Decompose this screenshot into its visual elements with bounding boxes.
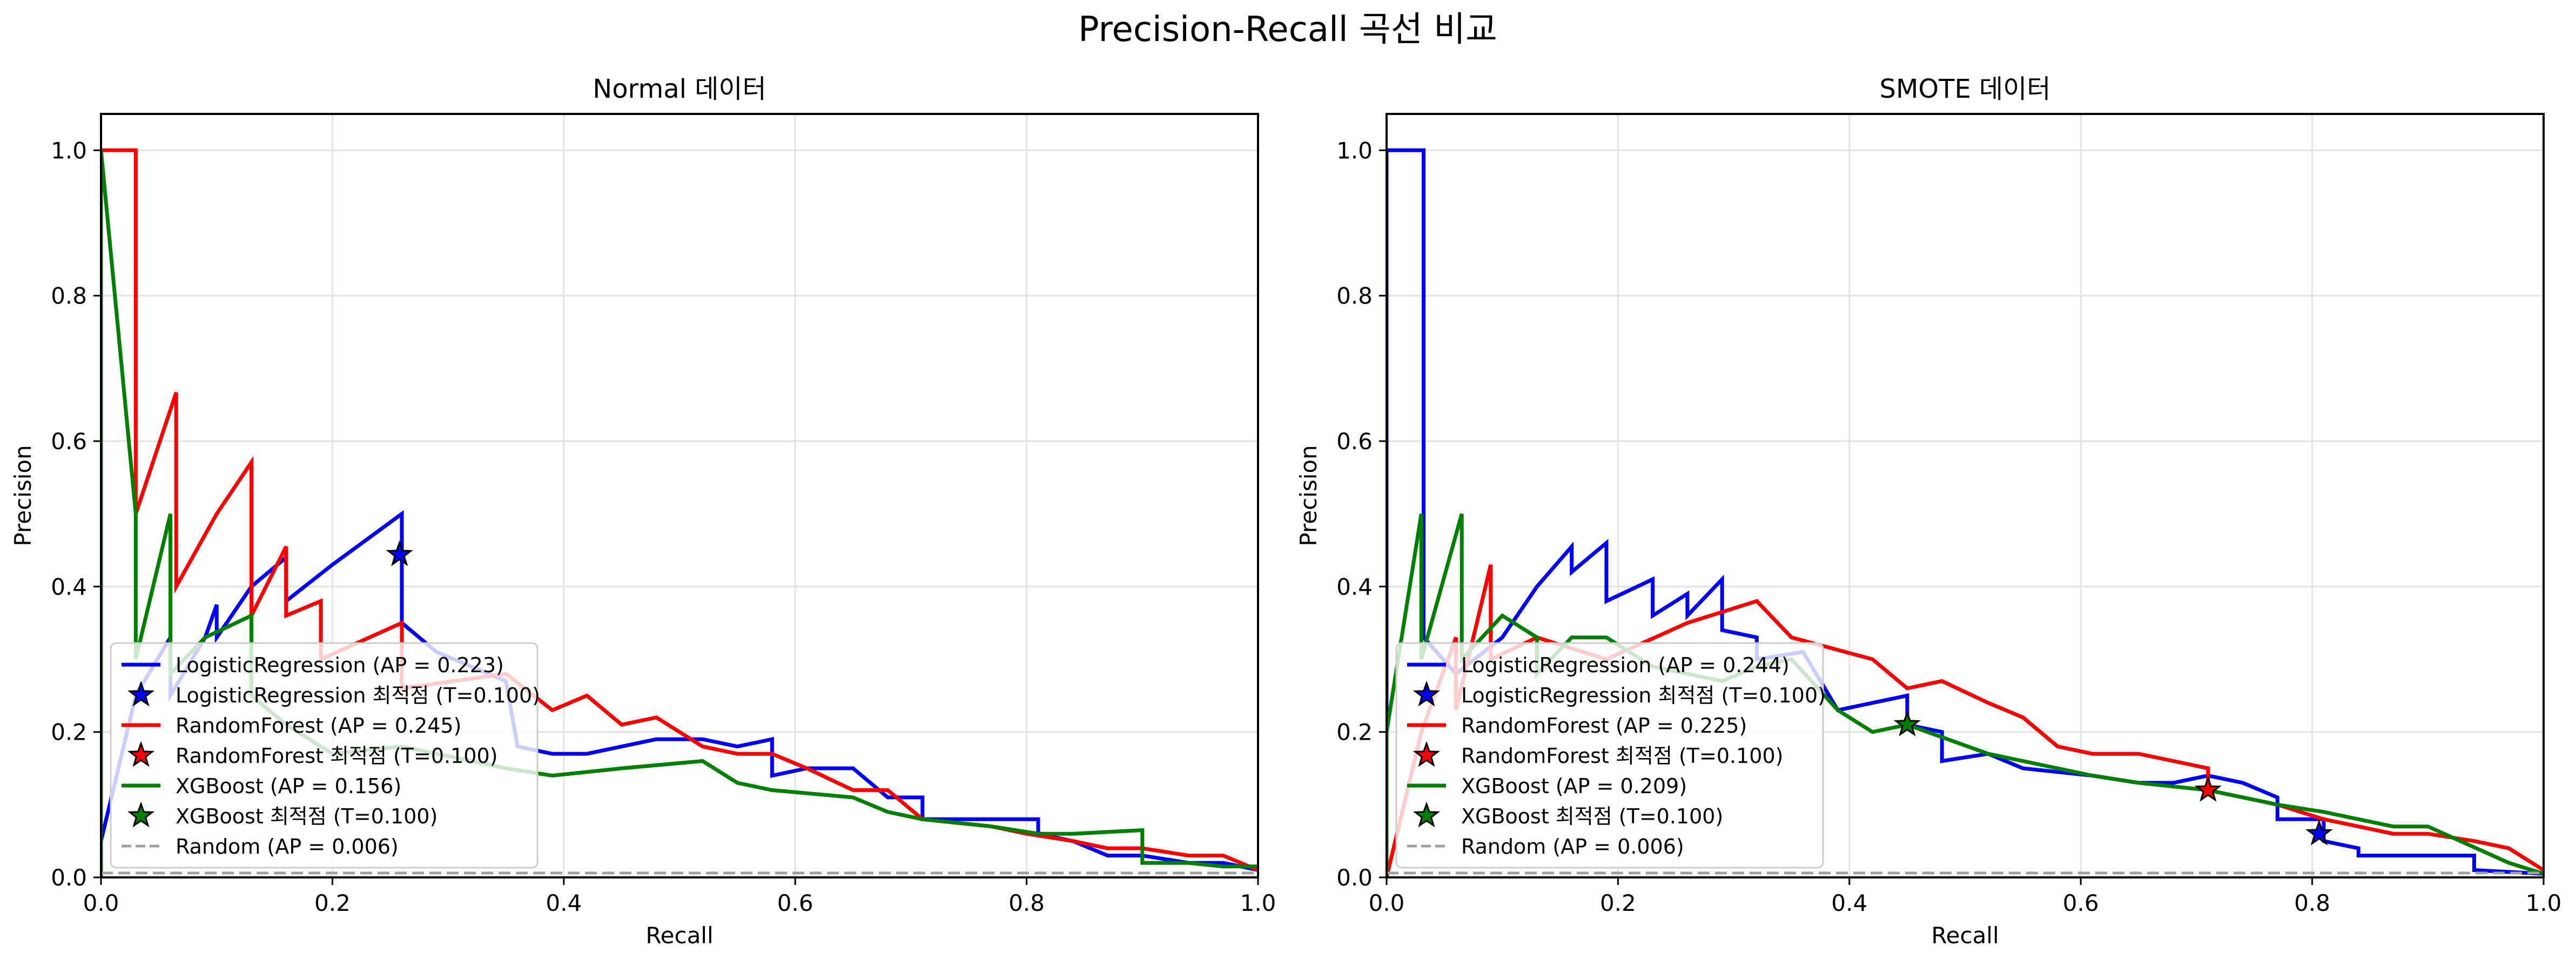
y-tick-label: 0.6: [51, 428, 87, 455]
legend-label: XGBoost 최적점 (T=0.100): [176, 804, 438, 828]
series-line-4: [101, 150, 1258, 877]
x-tick-label: 0.0: [1369, 890, 1405, 916]
y-tick-label: 0.0: [51, 864, 87, 891]
x-axis-label: Recall: [645, 922, 713, 949]
legend-label: LogisticRegression 최적점 (T=0.100): [1461, 684, 1826, 707]
legend-marker-star: [1413, 741, 1441, 767]
legend-marker-star: [127, 680, 155, 707]
y-tick-label: 0.6: [1336, 428, 1373, 455]
legend-label: Random (AP = 0.006): [1461, 835, 1684, 858]
y-tick-label: 0.2: [1336, 719, 1373, 746]
y-tick-label: 0.4: [1336, 573, 1373, 600]
legend-marker-star: [127, 801, 155, 828]
legend-box: [1395, 642, 1824, 869]
x-tick-label: 0.4: [546, 890, 582, 916]
series-line-0: [101, 150, 1258, 872]
panel-title: Normal 데이터: [593, 74, 766, 104]
y-tick-label: 1.0: [51, 137, 87, 164]
x-tick-label: 0.8: [1008, 890, 1045, 916]
y-tick-label: 1.0: [1336, 137, 1373, 164]
x-tick-label: 0.6: [777, 890, 813, 916]
y-tick-label: 0.0: [1336, 864, 1373, 891]
optimal-point-star: [2305, 819, 2333, 846]
optimal-point-star: [1893, 710, 1921, 736]
legend-label: LogisticRegression (AP = 0.223): [176, 653, 504, 677]
x-tick-label: 0.0: [83, 890, 119, 916]
figure-title: Precision-Recall 곡선 비교: [1078, 10, 1497, 50]
y-axis-label: Precision: [10, 445, 36, 546]
legend-label: XGBoost 최적점 (T=0.100): [1461, 804, 1723, 828]
x-tick-label: 0.8: [2294, 890, 2330, 916]
panel-title: SMOTE 데이터: [1879, 74, 2050, 104]
legend-label: RandomForest 최적점 (T=0.100): [176, 744, 497, 768]
legend-label: LogisticRegression (AP = 0.244): [1461, 653, 1790, 677]
legend-label: RandomForest 최적점 (T=0.100): [1461, 744, 1783, 768]
x-axis-label: Recall: [1931, 922, 1999, 949]
legend-box: [110, 642, 539, 869]
legend-label: RandomForest (AP = 0.245): [176, 714, 461, 738]
x-tick-label: 1.0: [1240, 890, 1276, 916]
panel-normal: Normal 데이터 0.0 0.2 0.4 0.6 0.8 1.0 0.0 0.2 0.4 0.6…: [10, 74, 1276, 949]
x-tick-label: 0.2: [1600, 890, 1636, 916]
x-tick-label: 1.0: [2526, 890, 2562, 916]
x-tick-label: 0.4: [1831, 890, 1867, 916]
axes-frame: [1385, 113, 2545, 878]
y-tick-label: 0.8: [1336, 283, 1373, 309]
y-axis-label: Precision: [1295, 445, 1322, 546]
series-group: [101, 148, 1258, 877]
legend-marker-star: [1413, 801, 1441, 828]
legend-label: Random (AP = 0.006): [176, 835, 399, 858]
x-tick-label: 0.2: [314, 890, 351, 916]
optimal-point-star: [2194, 775, 2222, 802]
axes-frame: [100, 113, 1259, 878]
y-tick-label: 0.2: [51, 719, 87, 746]
series-line-2: [101, 148, 1258, 872]
y-tick-label: 0.8: [51, 283, 87, 309]
x-tick-label: 0.6: [2063, 890, 2099, 916]
panel-smote: SMOTE 데이터 0.0 0.2 0.4 0.6 0.8 1.0 0.0 0.2 0.4 0.6 0…: [1295, 74, 2561, 949]
legend-label: XGBoost (AP = 0.156): [176, 774, 401, 798]
legend-marker-star: [1413, 680, 1441, 707]
legend-marker-star: [127, 741, 155, 767]
optimal-point-star: [386, 540, 413, 566]
legend-label: RandomForest (AP = 0.225): [1461, 714, 1747, 738]
legend-label: LogisticRegression 최적점 (T=0.100): [176, 684, 540, 707]
y-tick-label: 0.4: [51, 573, 87, 600]
legend-label: XGBoost (AP = 0.209): [1461, 774, 1687, 798]
